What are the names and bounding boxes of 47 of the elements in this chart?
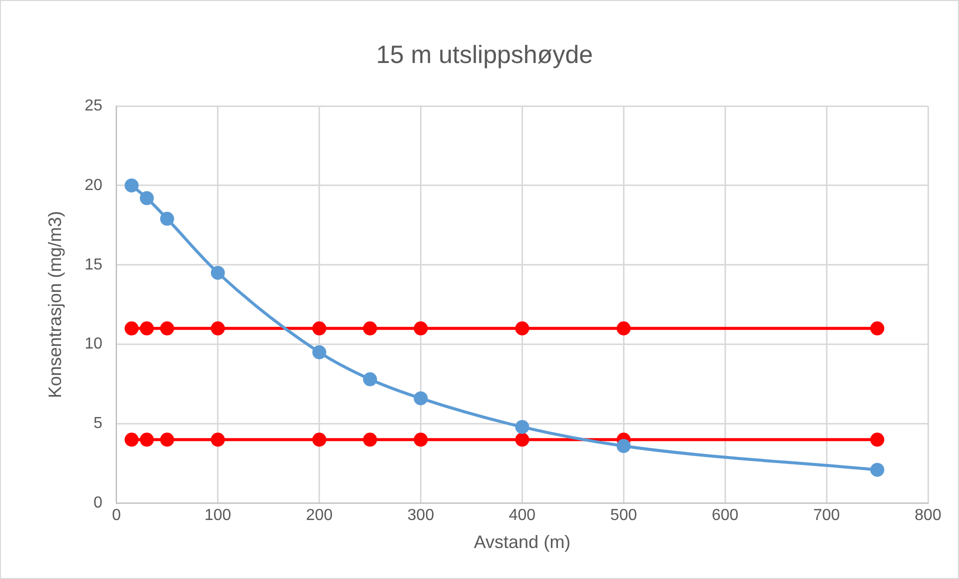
point xyxy=(140,321,154,336)
x-tick-label: 100 xyxy=(204,507,232,524)
point xyxy=(363,372,378,386)
point xyxy=(363,432,378,447)
point xyxy=(210,266,225,280)
y-tick-label: 25 xyxy=(84,97,102,114)
point xyxy=(414,432,428,447)
point xyxy=(414,391,428,406)
x-axis-title: Avstand (m) xyxy=(474,532,571,552)
point xyxy=(515,432,530,447)
point xyxy=(616,321,631,336)
x-tick-label: 200 xyxy=(306,507,333,524)
y-axis-title: Konsentrasjon (mg/m3) xyxy=(44,211,65,398)
point xyxy=(160,212,174,226)
point xyxy=(312,345,326,360)
y-tick-label: 10 xyxy=(84,336,102,353)
point xyxy=(160,321,174,336)
x-tick-label: 0 xyxy=(112,507,121,524)
point xyxy=(870,432,884,447)
point xyxy=(870,321,884,336)
x-tick-label: 500 xyxy=(610,507,638,524)
point xyxy=(312,432,326,447)
point xyxy=(363,321,378,336)
point xyxy=(312,321,326,336)
point xyxy=(124,178,139,192)
point xyxy=(140,191,154,206)
point xyxy=(210,321,225,336)
point xyxy=(124,432,139,447)
y-tick-label: 15 xyxy=(84,256,102,274)
point xyxy=(140,432,154,447)
y-tick-label: 20 xyxy=(84,176,102,194)
y-tick-label: 0 xyxy=(93,494,102,512)
point xyxy=(160,432,174,447)
chart-title: 15 m utslippshøyde xyxy=(376,40,593,69)
point xyxy=(414,321,428,336)
x-tick-label: 400 xyxy=(508,507,536,524)
point xyxy=(870,462,884,477)
x-tick-label: 700 xyxy=(813,507,840,524)
x-tick-label: 800 xyxy=(914,507,942,524)
point xyxy=(616,439,631,454)
point xyxy=(210,432,225,447)
point xyxy=(124,321,139,336)
point xyxy=(515,420,530,434)
y-tick-label: 5 xyxy=(93,415,102,432)
x-tick-label: 600 xyxy=(712,507,739,524)
point xyxy=(515,321,530,336)
x-tick-label: 300 xyxy=(407,507,434,524)
